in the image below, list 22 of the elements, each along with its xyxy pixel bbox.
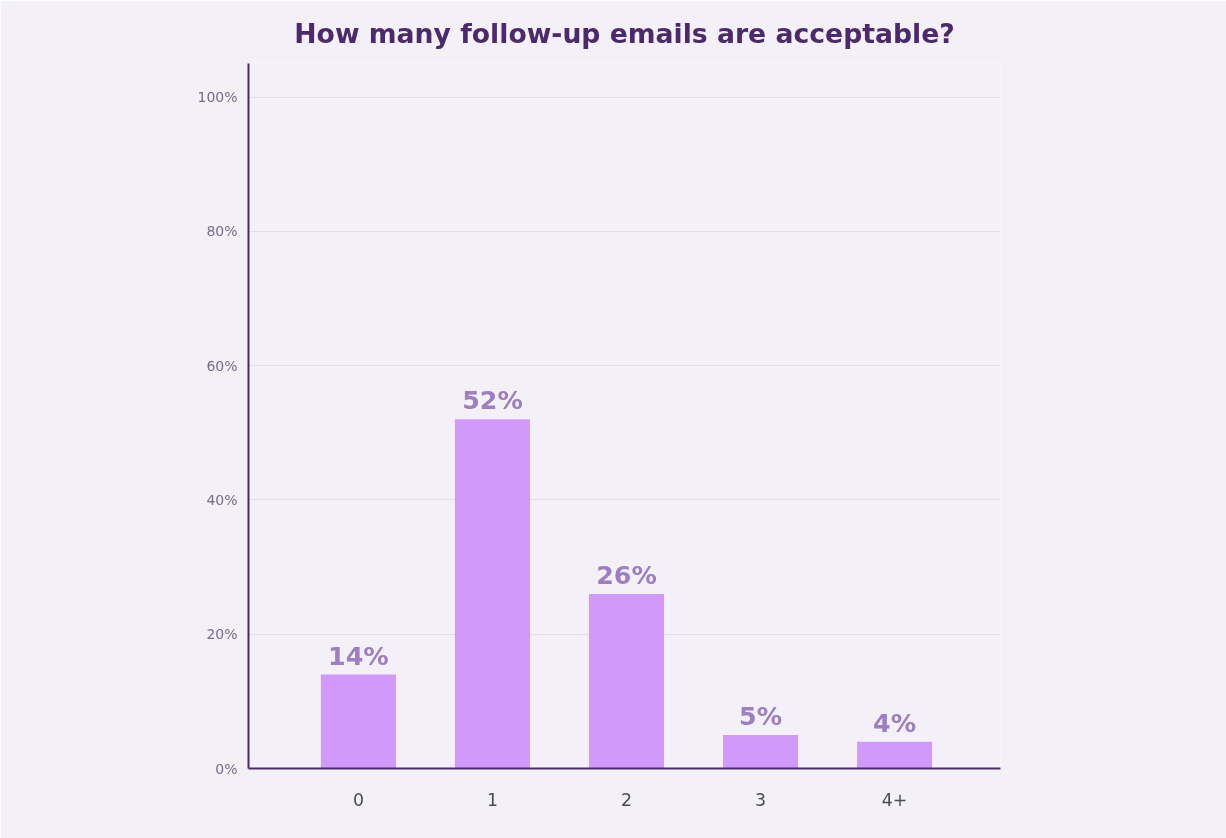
bar	[857, 741, 933, 769]
y-tick-label: 60%	[206, 357, 238, 374]
bar	[588, 593, 665, 769]
chart-title: How many follow-up emails are acceptable?	[294, 17, 955, 49]
data-label: 14%	[328, 640, 389, 671]
data-label: 5%	[739, 700, 783, 731]
y-tick-label: 0%	[215, 760, 238, 777]
y-tick-label: 80%	[206, 223, 238, 240]
bar	[320, 674, 396, 769]
x-tick-label: 4+	[881, 789, 908, 810]
x-tick-label: 0	[352, 789, 364, 810]
y-tick-label: 20%	[206, 626, 238, 643]
y-tick-label: 100%	[197, 89, 238, 106]
x-tick-label: 3	[755, 789, 767, 810]
x-tick-label: 2	[621, 789, 633, 810]
bar	[454, 419, 530, 769]
data-label: 4%	[873, 707, 917, 738]
y-tick-label: 40%	[206, 491, 238, 508]
data-label: 26%	[596, 559, 657, 590]
x-tick-label: 1	[486, 789, 498, 810]
data-label: 52%	[462, 385, 523, 416]
bar	[723, 734, 799, 769]
